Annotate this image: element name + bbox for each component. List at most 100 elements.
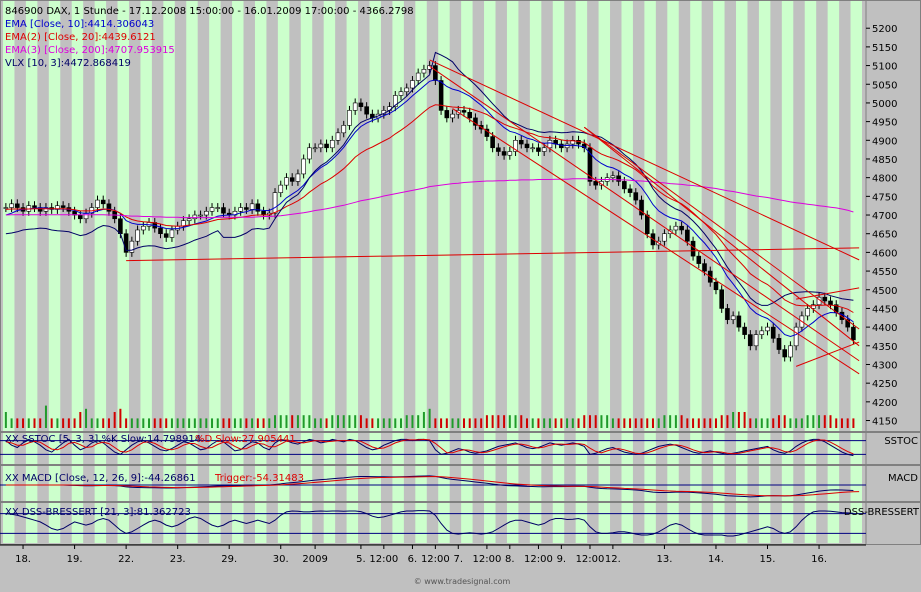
- x-tick-label: 13.: [656, 554, 672, 565]
- volume-bar: [525, 418, 528, 428]
- x-tick-label: 12.: [605, 554, 621, 565]
- candle-body: [318, 143, 324, 149]
- y-tick-label: 4250: [872, 379, 897, 390]
- candle-body: [490, 136, 495, 149]
- volume-bar: [772, 418, 775, 428]
- volume-bar: [703, 418, 706, 428]
- candle-body: [696, 255, 702, 264]
- volume-bar: [503, 415, 506, 428]
- trendline: [583, 126, 860, 330]
- candle-body: [719, 289, 724, 309]
- candle-body: [851, 326, 856, 341]
- band: [48, 0, 61, 543]
- volume-bar: [537, 418, 540, 428]
- volume-bars: [4, 405, 855, 428]
- candle-body: [759, 330, 765, 335]
- volume-bar: [497, 415, 500, 428]
- y-tick-label: 5200: [872, 24, 897, 35]
- series-line: [5, 51, 854, 306]
- candle-body: [622, 181, 627, 190]
- volume-bar: [720, 415, 723, 428]
- volume-bar: [136, 418, 139, 428]
- band: [3, 0, 15, 543]
- candle-body: [793, 326, 799, 347]
- candle-body: [513, 140, 518, 152]
- volume-bar: [732, 412, 735, 428]
- volume-bar: [371, 418, 374, 428]
- band: [94, 0, 107, 543]
- candle-body: [158, 227, 163, 235]
- trendline: [583, 126, 860, 347]
- volume-bar: [474, 418, 477, 428]
- band: [850, 0, 862, 543]
- volume-bar: [485, 415, 488, 428]
- candle-body: [644, 214, 650, 235]
- candle-body: [123, 233, 129, 253]
- volume-bar: [102, 418, 105, 428]
- band: [552, 0, 565, 543]
- volume-bar: [594, 415, 597, 428]
- volume-bar: [44, 405, 47, 428]
- dss-line: [5, 510, 854, 537]
- candle-body: [358, 102, 364, 107]
- y-tick-label: 4650: [872, 230, 897, 241]
- volume-bar: [468, 418, 471, 428]
- volume-bar: [806, 415, 809, 428]
- volume-bar: [440, 418, 443, 428]
- band: [484, 0, 496, 543]
- volume-bar: [634, 418, 637, 428]
- volume-bar: [405, 415, 408, 428]
- band: [277, 0, 290, 543]
- x-tick-label: 8.: [505, 554, 515, 565]
- band: [392, 0, 404, 543]
- volume-bar: [285, 415, 288, 428]
- candle-body: [559, 143, 564, 149]
- volume-bar: [692, 418, 695, 428]
- volume-bar: [686, 418, 689, 428]
- volume-bar: [245, 418, 248, 428]
- volume-bar: [291, 415, 294, 428]
- candle-body: [341, 125, 347, 134]
- volume-bar: [531, 418, 534, 428]
- x-tick-label: 15.: [760, 554, 776, 565]
- candle-body: [616, 175, 621, 182]
- y-tick-label: 5150: [872, 43, 897, 54]
- candle-body: [496, 147, 501, 152]
- candle-body: [404, 87, 410, 93]
- price-axis: 5200 5150 5100 5050 5000 4950 4900 4850 4800 4750…: [866, 24, 897, 428]
- legend-line-ema20: EMA(2) [Close, 20]:4439.6121: [5, 32, 156, 43]
- x-tick-label: 29.: [221, 554, 237, 565]
- candle-body: [192, 214, 198, 220]
- candle-body: [301, 158, 306, 175]
- candle-body: [536, 147, 541, 152]
- candle-body: [673, 225, 679, 231]
- volume-bar: [846, 418, 849, 428]
- volume-bar: [67, 418, 70, 428]
- candle-body: [60, 205, 66, 208]
- sub-panels: [0, 438, 866, 537]
- y-tick-label: 4550: [872, 267, 897, 278]
- volume-bar: [199, 418, 202, 428]
- volume-bar: [709, 418, 712, 428]
- volume-bar: [233, 418, 236, 428]
- volume-bar: [812, 415, 815, 428]
- candle-body: [215, 207, 221, 209]
- candle-body: [118, 218, 123, 235]
- candle-body: [593, 181, 599, 186]
- y-tick-label: 4450: [872, 304, 897, 315]
- band: [506, 0, 519, 543]
- candle-body: [776, 338, 782, 350]
- y-tick-label: 4700: [872, 211, 897, 222]
- trendline: [452, 108, 860, 375]
- volume-bar: [377, 418, 380, 428]
- y-tick-label: 4400: [872, 323, 897, 334]
- candle-body: [736, 315, 742, 328]
- time-bands: [3, 0, 862, 543]
- volume-bar: [520, 415, 523, 428]
- band: [804, 0, 817, 543]
- band: [781, 0, 794, 543]
- volume-bar: [606, 415, 609, 428]
- macd-trigger-title: Trigger:-54.31483: [214, 473, 304, 484]
- macd-line: [5, 475, 860, 497]
